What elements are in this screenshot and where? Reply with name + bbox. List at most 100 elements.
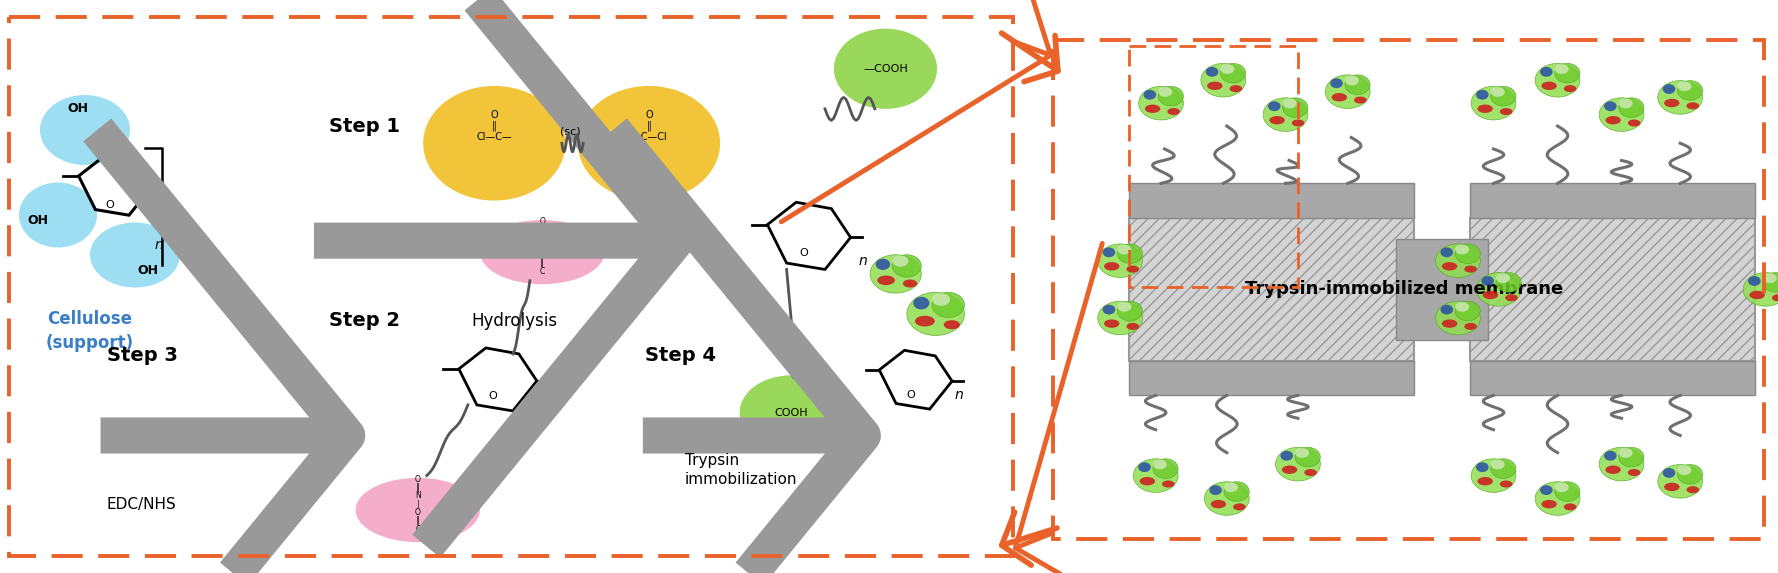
- Ellipse shape: [1687, 103, 1700, 109]
- Ellipse shape: [1554, 482, 1568, 492]
- Text: n: n: [955, 388, 964, 402]
- Text: OH: OH: [68, 101, 89, 115]
- Ellipse shape: [893, 255, 921, 277]
- Ellipse shape: [932, 293, 949, 306]
- Ellipse shape: [1230, 85, 1243, 92]
- Ellipse shape: [91, 222, 180, 288]
- Ellipse shape: [1664, 99, 1680, 107]
- Ellipse shape: [1481, 276, 1494, 286]
- Ellipse shape: [1534, 482, 1581, 515]
- Bar: [1129, 183, 1414, 218]
- Ellipse shape: [907, 292, 964, 336]
- Ellipse shape: [1117, 244, 1143, 264]
- Ellipse shape: [1677, 465, 1691, 475]
- Text: Step 2: Step 2: [329, 311, 400, 331]
- Ellipse shape: [1294, 448, 1321, 467]
- Ellipse shape: [1293, 120, 1305, 127]
- Ellipse shape: [1152, 460, 1166, 469]
- Ellipse shape: [1565, 504, 1577, 511]
- Ellipse shape: [1282, 99, 1296, 108]
- Ellipse shape: [1554, 482, 1581, 501]
- Bar: [1129, 218, 1414, 361]
- Ellipse shape: [1157, 87, 1172, 97]
- Ellipse shape: [356, 478, 480, 542]
- Ellipse shape: [39, 95, 130, 165]
- Text: Cellulose
(support): Cellulose (support): [46, 310, 133, 352]
- Ellipse shape: [1565, 85, 1577, 92]
- Ellipse shape: [1540, 485, 1552, 495]
- Ellipse shape: [1606, 116, 1622, 124]
- Ellipse shape: [1440, 305, 1453, 315]
- Ellipse shape: [877, 259, 891, 270]
- Ellipse shape: [1490, 460, 1504, 469]
- Text: O: O: [800, 248, 809, 258]
- Ellipse shape: [480, 220, 605, 284]
- Ellipse shape: [1223, 482, 1250, 501]
- Ellipse shape: [1282, 98, 1309, 117]
- Ellipse shape: [1773, 295, 1778, 301]
- Ellipse shape: [1102, 305, 1115, 315]
- Ellipse shape: [1435, 244, 1481, 277]
- Ellipse shape: [1157, 87, 1184, 106]
- Ellipse shape: [869, 255, 921, 293]
- Bar: [1470, 183, 1755, 218]
- Ellipse shape: [1104, 319, 1120, 328]
- Ellipse shape: [1762, 273, 1776, 283]
- Ellipse shape: [914, 297, 930, 309]
- Ellipse shape: [1454, 245, 1469, 254]
- Ellipse shape: [1470, 459, 1517, 492]
- Ellipse shape: [1234, 504, 1246, 511]
- Ellipse shape: [1454, 302, 1469, 312]
- Ellipse shape: [1554, 64, 1581, 83]
- Bar: [1129, 361, 1414, 395]
- Ellipse shape: [903, 280, 917, 288]
- Ellipse shape: [1117, 302, 1131, 312]
- Ellipse shape: [1618, 98, 1645, 117]
- Ellipse shape: [1677, 81, 1703, 100]
- Ellipse shape: [1742, 273, 1778, 306]
- Ellipse shape: [1495, 273, 1510, 283]
- Ellipse shape: [1133, 459, 1179, 492]
- Ellipse shape: [1127, 323, 1140, 330]
- Ellipse shape: [1280, 451, 1293, 461]
- Bar: [9, 17, 1013, 556]
- Ellipse shape: [1677, 81, 1691, 91]
- Text: O: O: [489, 391, 498, 401]
- Ellipse shape: [834, 29, 937, 109]
- Ellipse shape: [1554, 64, 1568, 74]
- Ellipse shape: [1483, 291, 1499, 299]
- Ellipse shape: [1275, 448, 1321, 481]
- Ellipse shape: [1478, 104, 1494, 113]
- Ellipse shape: [1145, 104, 1161, 113]
- Ellipse shape: [1618, 99, 1632, 108]
- Ellipse shape: [1097, 301, 1143, 335]
- Ellipse shape: [1657, 465, 1703, 498]
- Ellipse shape: [1140, 477, 1156, 485]
- Ellipse shape: [893, 256, 909, 266]
- Ellipse shape: [1442, 319, 1458, 328]
- Ellipse shape: [1490, 87, 1504, 97]
- Ellipse shape: [1262, 98, 1309, 131]
- Ellipse shape: [1476, 462, 1488, 472]
- Text: (sc): (sc): [560, 127, 581, 137]
- Text: O: O: [907, 390, 916, 400]
- Ellipse shape: [1687, 486, 1700, 493]
- Ellipse shape: [1476, 90, 1488, 100]
- Ellipse shape: [916, 316, 935, 327]
- Ellipse shape: [1117, 301, 1143, 321]
- Text: EDC/NHS: EDC/NHS: [107, 497, 176, 512]
- Text: Step 3: Step 3: [107, 346, 178, 365]
- Bar: [1129, 46, 1298, 286]
- Ellipse shape: [1442, 262, 1458, 270]
- Text: n: n: [859, 254, 868, 268]
- Text: —COOH: —COOH: [862, 64, 909, 74]
- Ellipse shape: [1618, 448, 1632, 458]
- Ellipse shape: [1495, 273, 1522, 292]
- Ellipse shape: [1344, 76, 1358, 85]
- Text: O
‖
N
|
O
‖
C: O ‖ N | O ‖ C: [539, 217, 546, 276]
- Ellipse shape: [1501, 108, 1513, 115]
- Ellipse shape: [1542, 500, 1558, 508]
- Ellipse shape: [1657, 81, 1703, 114]
- Text: n: n: [155, 238, 164, 252]
- Text: Step 1: Step 1: [329, 116, 400, 136]
